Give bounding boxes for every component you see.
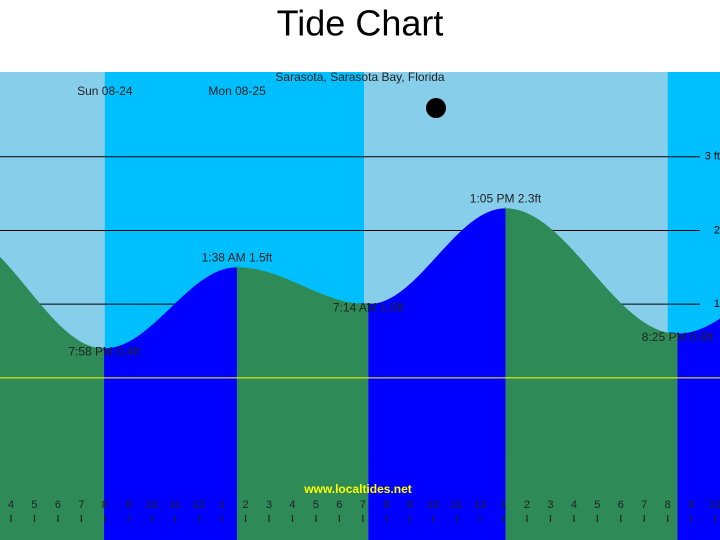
rising-tide: [677, 318, 720, 540]
x-tick-label: 8: [383, 499, 389, 511]
x-tick-label: 7: [78, 499, 84, 511]
x-tick-label: 6: [336, 499, 342, 511]
x-tick-label: 1: [219, 499, 225, 511]
y-tick-label: 1: [714, 298, 720, 310]
x-tick-label: 9: [407, 499, 413, 511]
x-tick-label: 1: [500, 499, 506, 511]
x-tick-label: 7: [641, 499, 647, 511]
x-tick-label: 10: [708, 499, 720, 511]
y-tick-label: 2: [714, 224, 720, 236]
extreme-label: 1:05 PM 2.3ft: [470, 192, 542, 206]
x-tick-label: 9: [688, 499, 694, 511]
x-tick-label: 5: [31, 499, 37, 511]
extreme-label: 8:25 PM 0.6ft: [642, 330, 714, 344]
falling-tide: [236, 267, 369, 540]
x-tick-label: 5: [313, 499, 319, 511]
x-tick-label: 4: [8, 499, 14, 511]
y-tick-label: 3 ft: [705, 151, 720, 163]
x-tick-label: 5: [594, 499, 600, 511]
extreme-label: 7:58 PM 0.4ft: [68, 345, 140, 359]
extreme-label: 7:14 AM 1.0ft: [333, 300, 404, 314]
falling-tide: [505, 208, 678, 540]
rising-tide: [368, 208, 506, 540]
x-tick-label: 2: [242, 499, 248, 511]
falling-tide: [0, 256, 105, 540]
tide-extreme: [676, 332, 679, 335]
x-tick-label: 3: [266, 499, 272, 511]
x-tick-label: 7: [360, 499, 366, 511]
x-tick-label: 10: [427, 499, 439, 511]
x-tick-label: 10: [146, 499, 158, 511]
station-name: Sarasota, Sarasota Bay, Florida: [275, 70, 445, 84]
day-label: Sun 08-24: [77, 84, 133, 98]
x-tick-label: 12: [193, 499, 205, 511]
x-tick-label: 4: [289, 499, 295, 511]
watermark: www.localtides.net: [303, 482, 412, 496]
x-tick-label: 6: [618, 499, 624, 511]
rising-tide: [104, 267, 237, 540]
tide-extreme: [235, 266, 238, 269]
x-tick-label: 11: [451, 499, 462, 511]
tide-extreme: [367, 303, 370, 306]
moon-icon: [426, 98, 446, 118]
extreme-label: 1:38 AM 1.5ft: [202, 250, 273, 264]
day-label: Mon 08-25: [208, 84, 266, 98]
x-tick-label: 9: [125, 499, 131, 511]
x-tick-label: 12: [474, 499, 486, 511]
tide-extreme: [504, 207, 507, 210]
x-tick-label: 8: [665, 499, 671, 511]
x-tick-label: 6: [55, 499, 61, 511]
x-tick-label: 4: [571, 499, 577, 511]
x-tick-label: 8: [102, 499, 108, 511]
x-tick-label: 11: [169, 499, 180, 511]
x-tick-label: 2: [524, 499, 530, 511]
tide-extreme: [103, 347, 106, 350]
x-tick-label: 3: [547, 499, 553, 511]
chart-title: Tide Chart: [277, 3, 444, 44]
